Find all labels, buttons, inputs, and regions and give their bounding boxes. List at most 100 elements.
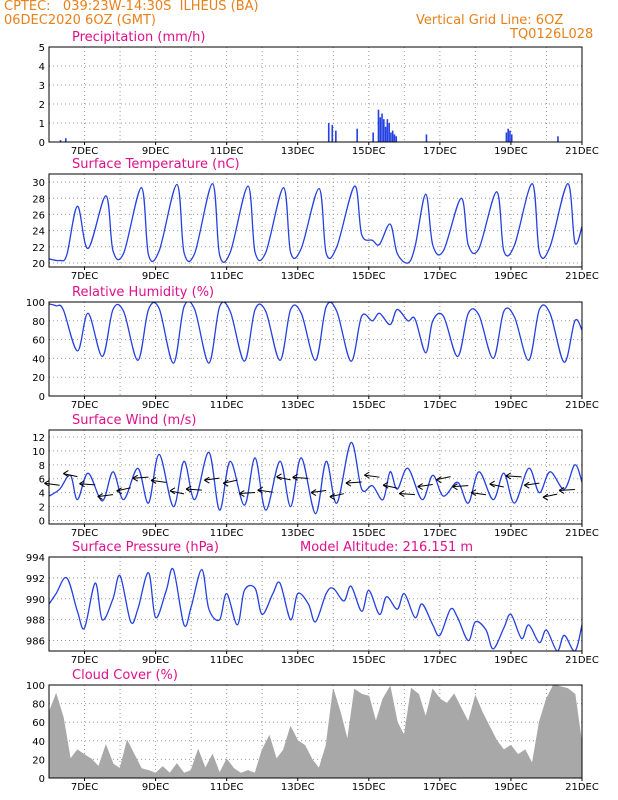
x-tick-label: 11DEC bbox=[210, 528, 244, 539]
x-tick-label: 11DEC bbox=[210, 146, 244, 157]
precip-bar bbox=[510, 134, 513, 142]
wind-arrowhead bbox=[345, 479, 352, 487]
x-tick-label: 13DEC bbox=[281, 655, 315, 666]
precip-bar bbox=[505, 132, 508, 142]
wind-arrow bbox=[169, 490, 185, 495]
wind-arrow bbox=[204, 477, 220, 481]
header-line2: 06DEC2020 6OZ (GMT) bbox=[4, 13, 156, 28]
y-tick-label: 40 bbox=[32, 737, 45, 748]
y-tick-label: 80 bbox=[32, 317, 45, 328]
wind-arrowhead bbox=[558, 487, 565, 494]
wind-arrowhead bbox=[310, 489, 317, 496]
y-tick-label: 20 bbox=[32, 259, 45, 270]
y-tick-label: 24 bbox=[32, 227, 45, 238]
wind-arrow bbox=[186, 488, 202, 491]
x-tick-label: 9DEC bbox=[142, 528, 169, 539]
x-tick-label: 17DEC bbox=[423, 400, 457, 411]
y-tick-label: 100 bbox=[26, 298, 45, 309]
wind-arrow bbox=[559, 488, 575, 491]
x-tick-label: 15DEC bbox=[352, 400, 386, 411]
wind-series-line bbox=[49, 441, 582, 515]
wind-arrowhead bbox=[185, 485, 192, 493]
x-tick-label: 19DEC bbox=[494, 400, 528, 411]
header-right1: Vertical Grid Line: 6OZ bbox=[416, 13, 564, 28]
x-tick-label: 13DEC bbox=[281, 528, 315, 539]
y-tick-label: 10 bbox=[32, 447, 45, 458]
wind-arrow bbox=[364, 474, 380, 478]
x-tick-label: 9DEC bbox=[142, 782, 169, 793]
wind-arrowhead bbox=[542, 493, 549, 501]
x-tick-label: 17DEC bbox=[423, 528, 457, 539]
panel-title: Surface Wind (m/s) bbox=[72, 413, 196, 428]
x-tick-label: 19DEC bbox=[494, 271, 528, 282]
x-tick-label: 7DEC bbox=[71, 400, 98, 411]
plot-frame bbox=[48, 556, 583, 652]
y-tick-label: 990 bbox=[26, 595, 45, 606]
wind-arrow bbox=[292, 476, 309, 479]
y-tick-label: 0 bbox=[39, 138, 45, 149]
wind-arrowhead bbox=[276, 473, 282, 481]
wind-arrowhead bbox=[382, 481, 389, 489]
precip-bar bbox=[356, 128, 358, 142]
x-tick-label: 9DEC bbox=[142, 146, 169, 157]
wind-arrow bbox=[489, 483, 504, 488]
x-tick-label: 17DEC bbox=[423, 146, 457, 157]
x-tick-label: 7DEC bbox=[71, 655, 98, 666]
x-tick-label: 7DEC bbox=[71, 782, 98, 793]
x-tick-label: 15DEC bbox=[352, 655, 386, 666]
x-tick-label: 13DEC bbox=[281, 271, 315, 282]
y-tick-label: 20 bbox=[32, 373, 45, 384]
rh-series-line bbox=[49, 302, 582, 364]
x-tick-label: 7DEC bbox=[71, 528, 98, 539]
wind-arrowhead bbox=[452, 483, 458, 491]
x-tick-label: 21DEC bbox=[565, 655, 599, 666]
precip-bar bbox=[393, 134, 396, 142]
x-tick-label: 11DEC bbox=[210, 655, 244, 666]
y-tick-label: 60 bbox=[32, 336, 45, 347]
precip-bar bbox=[59, 140, 62, 142]
precip-bar bbox=[64, 138, 67, 142]
header-right2: TQ0126L028 bbox=[510, 27, 594, 42]
y-tick-label: 28 bbox=[32, 194, 45, 205]
wind-arrowhead bbox=[257, 486, 263, 494]
y-tick-label: 12 bbox=[32, 433, 45, 444]
panel-wind: 0 2 4 6 8 10 12 7DEC 9DEC 11DEC 13DEC 15DEC 17DEC 19D… bbox=[32, 413, 599, 539]
wind-arrow bbox=[452, 485, 469, 488]
wind-arrow bbox=[97, 494, 114, 498]
wind-arrowhead bbox=[204, 476, 210, 484]
wind-arrow bbox=[436, 476, 451, 481]
wind-arrow bbox=[524, 482, 540, 486]
y-tick-label: 0 bbox=[39, 392, 45, 403]
wind-arrow bbox=[257, 489, 273, 493]
wind-arrow bbox=[223, 479, 238, 484]
panel-precip: 0 1 2 3 4 5 7DEC 9DEC 11DEC 13DEC 15DEC 17DEC 19DEC 2… bbox=[39, 30, 599, 157]
precip-bar bbox=[335, 130, 337, 142]
plot-frame bbox=[48, 46, 583, 143]
y-tick-label: 60 bbox=[32, 718, 45, 729]
wind-arrow bbox=[310, 490, 327, 494]
wind-arrowhead bbox=[169, 487, 176, 495]
y-tick-label: 2 bbox=[39, 100, 45, 111]
precip-bar bbox=[388, 123, 390, 142]
plot-frame bbox=[48, 429, 583, 525]
y-tick-label: 30 bbox=[32, 178, 45, 189]
y-tick-label: 8 bbox=[39, 461, 45, 472]
wind-arrowhead bbox=[63, 470, 69, 478]
x-tick-label: 17DEC bbox=[423, 782, 457, 793]
x-tick-label: 7DEC bbox=[71, 271, 98, 282]
x-tick-label: 21DEC bbox=[565, 400, 599, 411]
wind-arrowhead bbox=[417, 483, 423, 490]
wind-arrowhead bbox=[239, 490, 245, 497]
wind-arrow bbox=[399, 493, 416, 496]
wind-arrow bbox=[345, 481, 362, 484]
x-tick-label: 9DEC bbox=[142, 271, 169, 282]
wind-arrowhead bbox=[470, 489, 477, 497]
wind-arrow bbox=[150, 479, 167, 483]
y-tick-label: 986 bbox=[26, 637, 45, 648]
y-tick-label: 1 bbox=[39, 119, 45, 130]
precip-bar bbox=[390, 132, 392, 142]
wind-arrowhead bbox=[436, 476, 442, 484]
panel-title: Cloud Cover (%) bbox=[72, 668, 178, 683]
wind-arrow bbox=[329, 493, 345, 498]
